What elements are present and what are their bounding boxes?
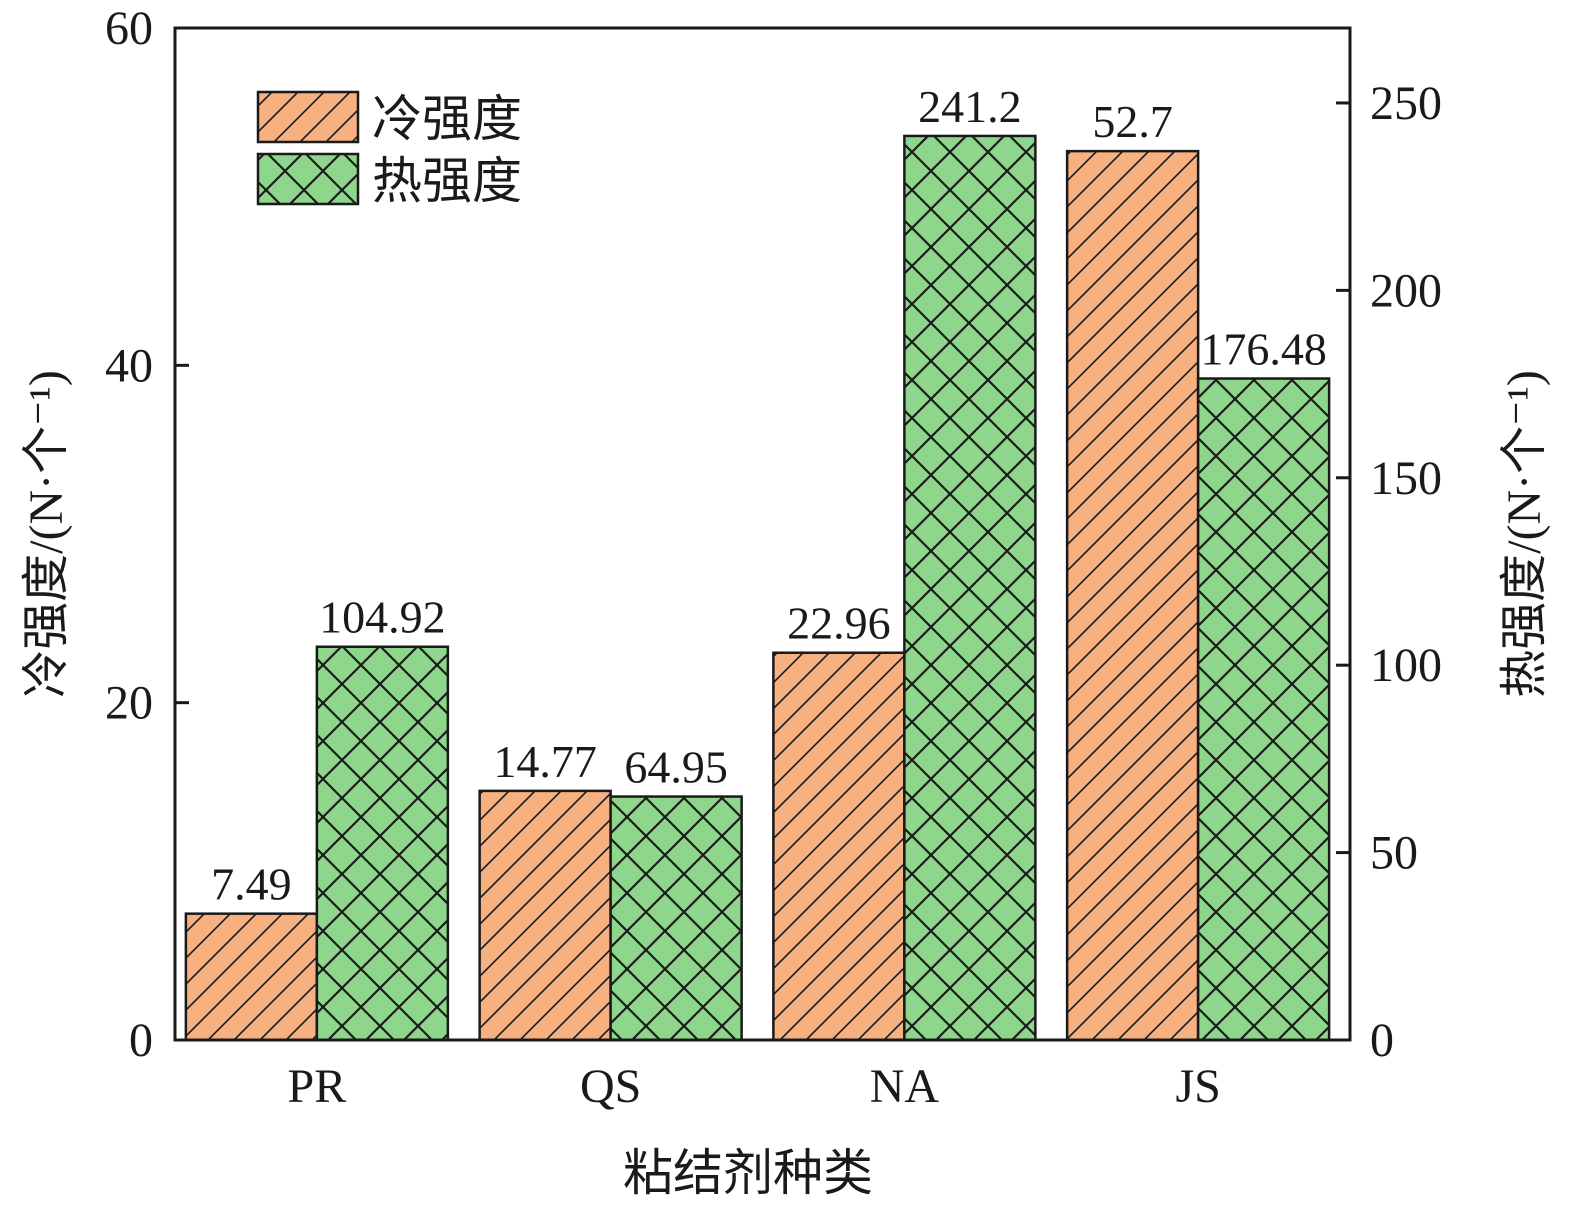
- y-tick-label-right: 250: [1370, 77, 1442, 130]
- legend-label-hot: 热强度: [372, 153, 522, 209]
- data-label: 104.92: [319, 592, 446, 643]
- bar-cold-JS: [1065, 149, 1200, 1042]
- plot-frame: [173, 26, 1352, 1042]
- legend: 冷强度 热强度: [256, 90, 522, 209]
- data-label: 64.95: [624, 742, 728, 793]
- y-tick-label-left: 40: [105, 339, 153, 392]
- y-tick-label-left: 20: [105, 677, 153, 730]
- legend-swatch-cold: [256, 90, 360, 144]
- bar-cold-QS: [478, 789, 612, 1042]
- x-tick-label: JS: [1175, 1060, 1220, 1113]
- bar-hot-NA: [903, 134, 1037, 1042]
- x-tick-label: PR: [288, 1060, 347, 1113]
- bar-hot-PR: [315, 645, 450, 1042]
- bar-hot-JS: [1196, 377, 1331, 1042]
- y-tick-label-right: 50: [1370, 827, 1418, 880]
- x-tick-label: QS: [580, 1060, 641, 1113]
- data-label: 241.2: [918, 81, 1022, 132]
- y-tick-label-right: 0: [1370, 1014, 1394, 1067]
- data-label: 52.7: [1092, 96, 1173, 147]
- bar-cold-NA: [772, 651, 906, 1042]
- y-tick-label-right: 150: [1370, 452, 1442, 505]
- x-tick-label: NA: [870, 1060, 940, 1113]
- y-tick-label-right: 100: [1370, 639, 1442, 692]
- data-label: 176.48: [1200, 324, 1327, 375]
- y-tick-label-left: 60: [105, 2, 153, 55]
- data-label: 14.77: [493, 736, 597, 787]
- bar-cold-PR: [184, 912, 319, 1042]
- y-tick-label-left: 0: [129, 1014, 153, 1067]
- legend-label-cold: 冷强度: [372, 91, 522, 147]
- y-axis-label-left: 冷强度/(N·个⁻¹): [20, 370, 73, 698]
- y-tick-label-right: 200: [1370, 264, 1442, 317]
- data-label: 7.49: [211, 859, 292, 910]
- bar-hot-QS: [609, 795, 743, 1042]
- legend-swatch-hot: [256, 152, 360, 206]
- y-axis-label-right: 热强度/(N·个⁻¹): [1498, 370, 1551, 698]
- data-label: 22.96: [787, 598, 891, 649]
- x-axis-label: 粘结剂种类: [623, 1145, 873, 1201]
